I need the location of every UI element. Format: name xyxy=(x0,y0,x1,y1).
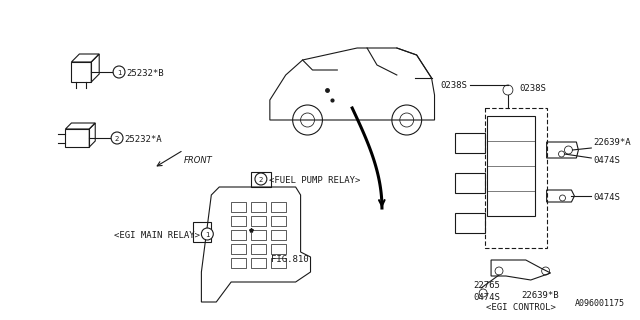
Text: FIG.810: FIG.810 xyxy=(271,255,308,265)
Bar xyxy=(271,202,285,212)
Bar xyxy=(271,230,285,240)
Text: 0474S: 0474S xyxy=(473,293,500,302)
Text: 22765: 22765 xyxy=(473,282,500,291)
Text: 2: 2 xyxy=(115,136,119,142)
Bar xyxy=(231,258,246,268)
Text: <FUEL PUMP RELAY>: <FUEL PUMP RELAY> xyxy=(269,175,360,185)
Bar xyxy=(231,216,246,226)
Bar xyxy=(251,216,266,226)
Text: 25232*A: 25232*A xyxy=(124,134,162,143)
Circle shape xyxy=(255,173,267,185)
Text: <EGI MAIN RELAY>: <EGI MAIN RELAY> xyxy=(115,230,200,239)
Text: 22639*A: 22639*A xyxy=(593,138,631,147)
Text: 2: 2 xyxy=(259,177,263,183)
Text: 0238S: 0238S xyxy=(440,81,467,90)
Text: FRONT: FRONT xyxy=(184,156,212,164)
Circle shape xyxy=(113,66,125,78)
Circle shape xyxy=(202,228,213,240)
Bar xyxy=(251,244,266,254)
Bar xyxy=(271,244,285,254)
Bar xyxy=(231,202,246,212)
Text: 0474S: 0474S xyxy=(593,193,620,202)
Text: 1: 1 xyxy=(205,232,209,238)
Circle shape xyxy=(111,132,123,144)
Bar xyxy=(271,258,285,268)
Bar xyxy=(231,230,246,240)
Bar xyxy=(251,202,266,212)
Bar xyxy=(487,116,535,216)
Text: <EGI CONTROL>: <EGI CONTROL> xyxy=(486,303,556,313)
Bar xyxy=(271,216,285,226)
Text: 22639*B: 22639*B xyxy=(521,292,559,300)
Bar xyxy=(251,258,266,268)
Bar xyxy=(251,230,266,240)
Text: 0238S: 0238S xyxy=(520,84,547,92)
Text: 25232*B: 25232*B xyxy=(126,68,164,77)
Bar xyxy=(231,244,246,254)
Text: A096001175: A096001175 xyxy=(575,299,625,308)
Text: 0474S: 0474S xyxy=(593,156,620,164)
Text: 1: 1 xyxy=(116,70,122,76)
